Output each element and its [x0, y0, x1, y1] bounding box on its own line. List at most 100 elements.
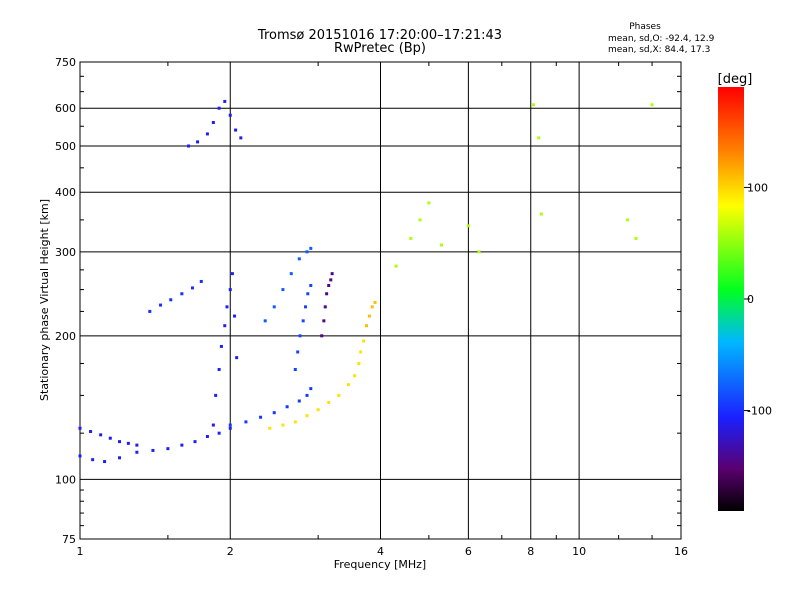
data-point — [323, 305, 327, 309]
data-points — [78, 99, 654, 464]
data-point — [233, 314, 237, 318]
colorbar-tick-label: 100 — [747, 181, 768, 194]
data-point — [316, 408, 320, 412]
phase-summary-o: mean, sd,O: -92.4, 12.9 — [608, 34, 715, 44]
data-point — [325, 292, 329, 296]
data-point — [322, 319, 326, 323]
data-point — [539, 212, 543, 216]
chart-subtitle: RwPretec (Bp) — [334, 41, 426, 56]
y-axis-label: Stationary phase Virtual Height [km] — [38, 199, 51, 401]
y-tick-label: 300 — [55, 246, 76, 259]
data-point — [309, 283, 313, 287]
data-point — [309, 246, 313, 250]
colorbar-label: [deg] — [718, 72, 753, 87]
data-point — [362, 339, 366, 343]
data-point — [418, 218, 422, 222]
phase-summary-title: Phases — [629, 22, 661, 32]
y-tick-label: 75 — [62, 533, 76, 546]
data-point — [359, 350, 363, 354]
x-tick-label: 8 — [527, 545, 534, 558]
data-point — [223, 324, 227, 328]
data-point — [151, 448, 155, 452]
data-point — [78, 454, 82, 458]
data-point — [263, 319, 267, 323]
data-point — [78, 426, 82, 430]
data-point — [367, 314, 371, 318]
data-point — [217, 367, 221, 371]
data-point — [285, 405, 289, 409]
data-point — [228, 423, 232, 427]
data-point — [477, 250, 481, 254]
data-point — [225, 305, 229, 309]
data-point — [320, 334, 324, 338]
chart-title: Tromsø 20151016 17:20:00–17:21:43 — [257, 28, 502, 43]
colorbar-ticks: 100 0 -100 — [744, 181, 772, 418]
data-point — [281, 423, 285, 427]
data-point — [346, 383, 350, 387]
data-point — [118, 456, 122, 460]
data-point — [281, 288, 285, 292]
x-tick-label: 1 — [77, 545, 84, 558]
data-point — [148, 309, 152, 313]
x-tick-label: 10 — [572, 545, 586, 558]
y-tick-label: 600 — [55, 102, 76, 115]
data-point — [169, 298, 173, 302]
colorbar-gradient — [718, 87, 744, 511]
data-point — [297, 399, 301, 403]
data-point — [159, 303, 163, 307]
data-point — [440, 243, 444, 247]
data-point — [196, 140, 200, 144]
data-point — [228, 113, 232, 117]
data-point — [357, 361, 361, 365]
data-point — [306, 292, 310, 296]
data-point — [205, 435, 209, 439]
data-point — [272, 305, 276, 309]
x-tick-label: 16 — [674, 545, 688, 558]
x-tick-label: 6 — [465, 545, 472, 558]
data-point — [373, 300, 377, 304]
plot-area: 1 2 4 6 8 10 16 75 100 200 300 400 500 600 750 — [55, 56, 688, 558]
data-point — [103, 460, 107, 464]
data-point — [230, 272, 234, 276]
data-point — [166, 447, 170, 451]
data-point — [180, 292, 184, 296]
data-point — [394, 264, 398, 268]
data-point — [118, 440, 122, 444]
data-point — [298, 334, 302, 338]
data-point — [466, 224, 470, 228]
data-point — [297, 257, 301, 261]
data-point — [205, 132, 209, 136]
data-point — [190, 286, 194, 290]
x-axis-ticks: 1 2 4 6 8 10 16 — [77, 62, 688, 558]
data-point — [211, 423, 215, 427]
y-tick-label: 400 — [55, 186, 76, 199]
data-point — [370, 305, 374, 309]
data-point — [327, 400, 331, 404]
data-point — [193, 440, 197, 444]
data-point — [272, 411, 276, 415]
data-point — [305, 414, 309, 418]
y-tick-label: 100 — [55, 473, 76, 486]
data-point — [126, 441, 130, 445]
data-point — [327, 283, 331, 287]
data-point — [180, 443, 184, 447]
data-point — [217, 431, 221, 435]
data-point — [309, 387, 313, 391]
data-point — [89, 430, 93, 434]
data-point — [289, 272, 293, 276]
data-point — [187, 144, 191, 148]
colorbar-tick-label: -100 — [747, 405, 772, 418]
data-point — [337, 393, 341, 397]
data-point — [239, 136, 243, 140]
data-point — [293, 420, 297, 424]
data-point — [634, 236, 638, 240]
data-point — [214, 393, 218, 397]
data-point — [293, 367, 297, 371]
data-point — [135, 443, 139, 447]
data-point — [268, 426, 272, 430]
x-axis-label: Frequency [MHz] — [334, 558, 426, 571]
data-point — [228, 288, 232, 292]
data-point — [259, 415, 263, 419]
x-tick-label: 4 — [377, 545, 384, 558]
